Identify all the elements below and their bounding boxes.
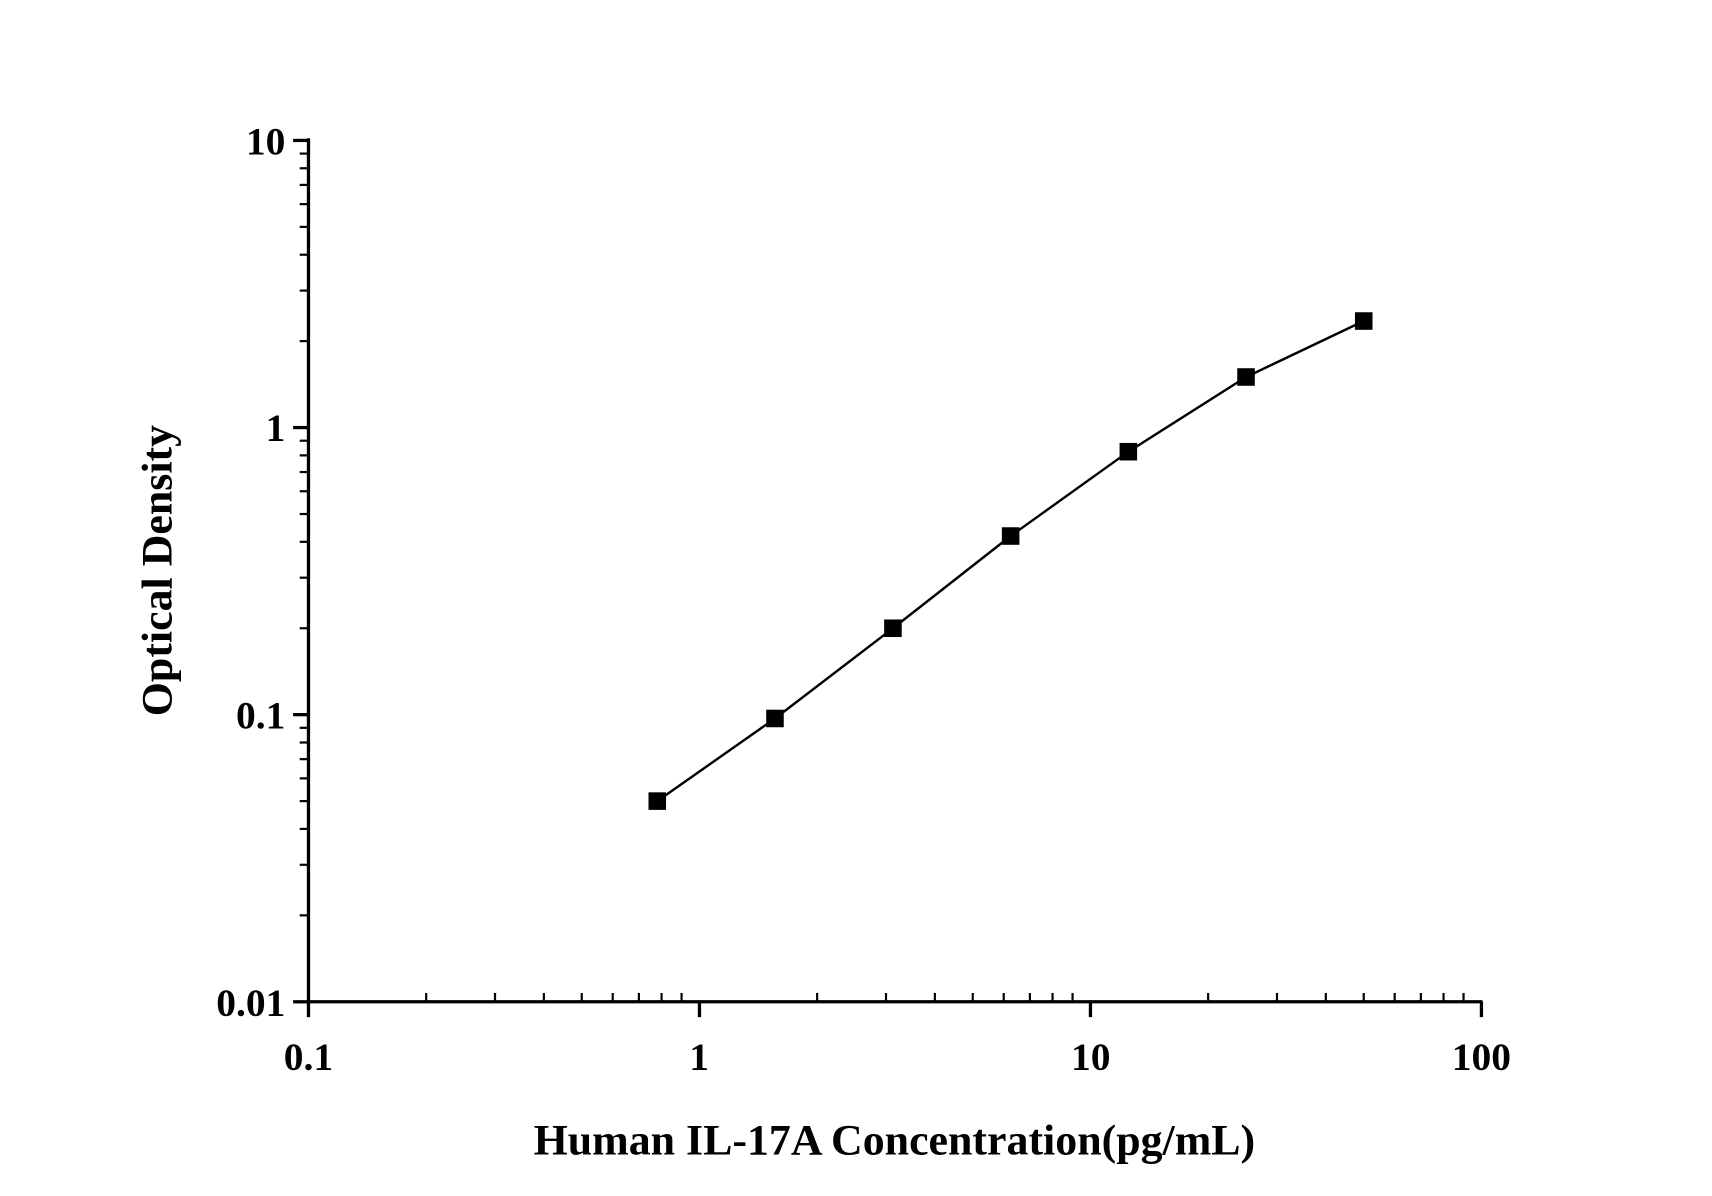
y-tick-label: 1 <box>266 406 286 450</box>
x-tick-label: 10 <box>1071 1035 1111 1079</box>
x-axis-title: Human IL-17A Concentration(pg/mL) <box>534 1116 1256 1164</box>
data-point <box>648 792 667 810</box>
plot-area <box>648 312 1373 810</box>
data-point <box>884 619 902 638</box>
x-tick-label: 0.1 <box>284 1035 333 1079</box>
data-point <box>1237 368 1255 386</box>
y-axis-title: Optical Density <box>133 425 181 716</box>
x-tick-label: 1 <box>689 1035 709 1079</box>
major-ticks <box>293 138 1484 1018</box>
y-tick-label: 10 <box>246 120 286 164</box>
series-line <box>656 319 1365 803</box>
y-tick-label: 0.01 <box>216 981 285 1025</box>
data-point <box>1119 442 1138 461</box>
y-tick-label: 0.1 <box>236 694 285 738</box>
data-point <box>1354 312 1373 330</box>
data-point <box>766 709 784 728</box>
x-tick-label: 100 <box>1452 1035 1511 1079</box>
minor-ticks <box>299 152 1465 1002</box>
data-point <box>1001 527 1020 545</box>
